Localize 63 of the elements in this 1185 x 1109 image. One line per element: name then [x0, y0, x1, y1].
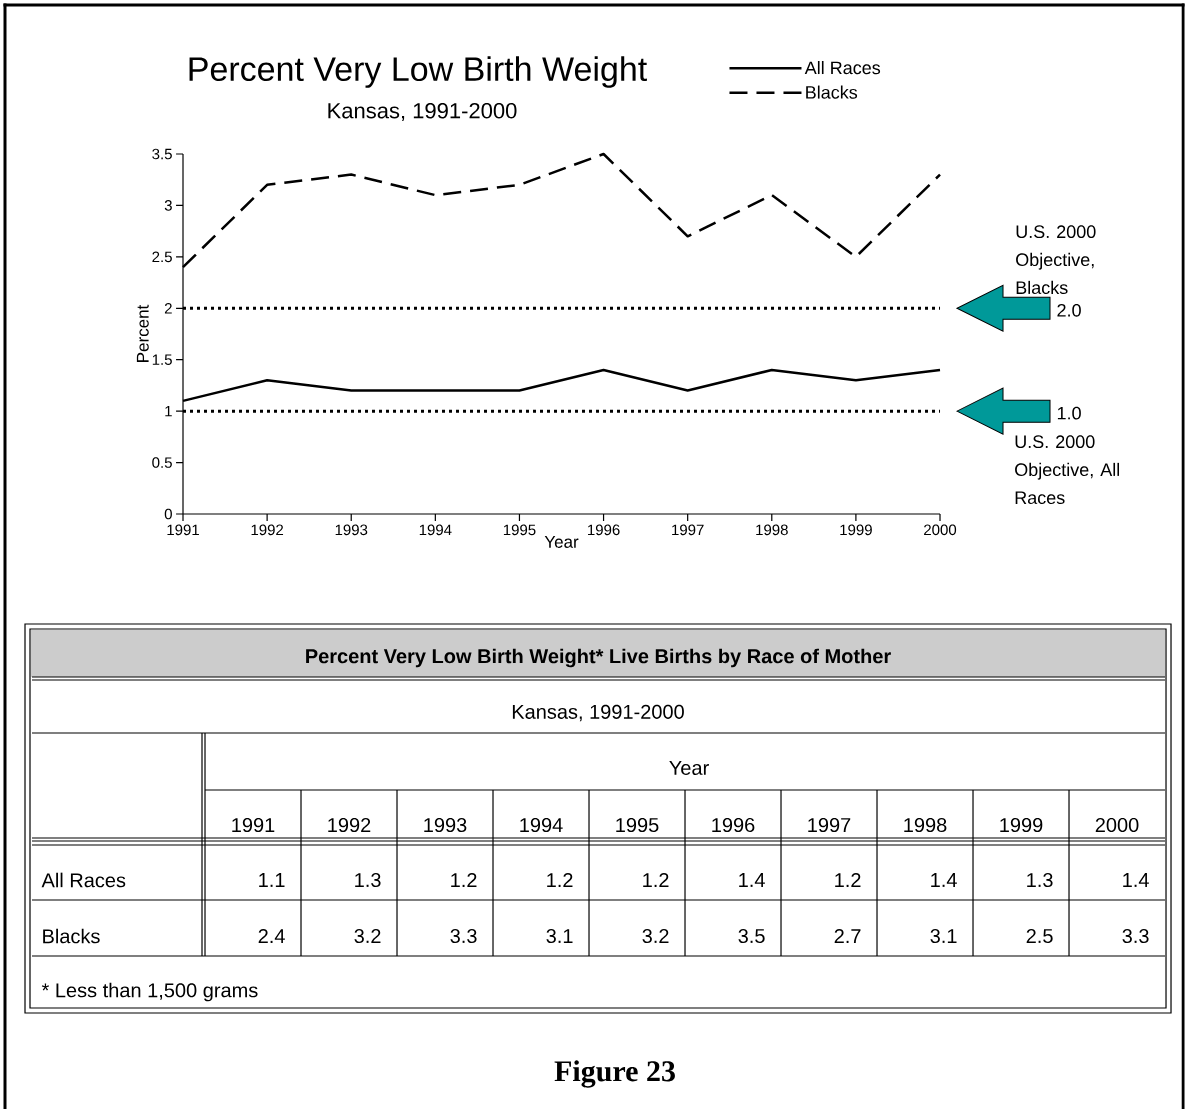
- x-tick-label: 2000: [924, 524, 957, 536]
- x-tick-label: 1997: [672, 524, 704, 536]
- x-tick-label: 1992: [328, 817, 371, 833]
- x-tick-label: 1993: [424, 817, 467, 833]
- x-tick-label: 1998: [904, 817, 947, 833]
- data-label: 1.2: [643, 873, 669, 887]
- x-tick-label: 1999: [840, 524, 872, 536]
- text: U.S. 2000 Objective, All Races: [1015, 435, 1120, 505]
- caption: Figure 23: [554, 1060, 675, 1088]
- data-label: 1.4: [739, 873, 765, 887]
- data-label: 2.5: [1026, 928, 1053, 944]
- x-tick-label: 1997: [808, 817, 851, 833]
- data-label: 1.1: [259, 873, 285, 887]
- data-label: 2.7: [834, 929, 861, 943]
- y-tick-label: 3: [164, 200, 172, 211]
- y-tick-label: 0.5: [152, 457, 172, 468]
- x-axis-title: Year: [669, 761, 709, 775]
- legend-label: Blacks: [806, 85, 858, 99]
- data-label: 3.1: [930, 928, 957, 944]
- data-label: 3.2: [354, 928, 381, 944]
- data-label: 1.4: [931, 873, 957, 887]
- x-tick-label: 1996: [588, 524, 620, 536]
- text: 1.0: [1057, 406, 1081, 420]
- data-label: 3.3: [1122, 928, 1149, 944]
- y-tick-label: 1: [165, 405, 172, 417]
- x-tick-label: 1995: [503, 524, 536, 536]
- chart-title: Percent Very Low Birth Weight* Live Births by Race of Mother: [306, 648, 891, 668]
- x-tick-label: 1999: [1000, 817, 1043, 833]
- x-tick-label: 1993: [335, 524, 368, 536]
- x-tick-label: 1994: [520, 817, 563, 833]
- text: 2.0: [1057, 303, 1081, 317]
- data-label: 1.2: [451, 873, 477, 887]
- data-label: 1.3: [1027, 872, 1053, 888]
- x-tick-label: 1995: [616, 817, 659, 833]
- data-label: 3.3: [450, 928, 477, 944]
- x-tick-label: 1992: [251, 524, 284, 536]
- data-label: 3.2: [642, 928, 669, 944]
- x-tick-label: 2000: [1095, 817, 1139, 833]
- text: * Less than 1,500 grams: [41, 982, 258, 1002]
- legend-label: All Races: [804, 60, 881, 75]
- data-label: 1.2: [547, 873, 573, 887]
- data-label: 1.2: [835, 873, 861, 887]
- y-tick-label: 0: [164, 508, 172, 520]
- chart-title: Percent Very Low Birth Weight: [189, 56, 647, 88]
- y-tick-label: 1.5: [152, 354, 172, 365]
- x-tick-label: 1991: [232, 817, 275, 833]
- data-label: 3.5: [738, 928, 765, 944]
- data-label: 1.3: [355, 872, 381, 888]
- data-label: 1.4: [1123, 873, 1149, 887]
- chart-subtitle: Kansas, 1991-2000: [512, 704, 684, 722]
- x-tick-label: 1998: [756, 524, 788, 536]
- chart-subtitle: Kansas, 1991-2000: [328, 102, 517, 122]
- y-tick-label: 2: [164, 303, 172, 314]
- text: U.S. 2000 Objective, Blacks: [1016, 225, 1096, 295]
- data-label: 3.1: [546, 928, 573, 944]
- x-axis-title: Year: [544, 536, 579, 548]
- y-tick-label: 3.5: [152, 148, 172, 160]
- data-label: 2.4: [258, 929, 285, 943]
- x-tick-label: 1991: [167, 524, 199, 536]
- x-tick-label: 1996: [712, 817, 755, 833]
- y-axis-title: Percent: [136, 304, 149, 362]
- y-tick-label: 2.5: [152, 251, 172, 263]
- x-tick-label: 1994: [419, 524, 452, 536]
